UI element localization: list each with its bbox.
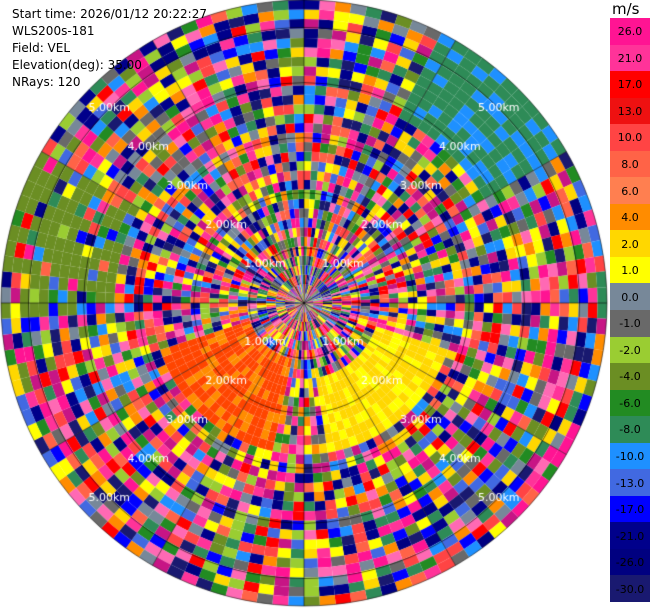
colorbar-tick-label: 13.0 <box>617 104 643 118</box>
colorbar-tick-label: -4.0 <box>619 370 641 384</box>
nrays: NRays: 120 <box>12 75 81 89</box>
colorbar-tick-label: 26.0 <box>617 25 643 39</box>
colorbar-tick-label: 8.0 <box>621 158 639 171</box>
colorbar-segment <box>610 363 650 391</box>
colorbar-segment <box>610 336 650 364</box>
colorbar-tick-label: 1.0 <box>621 264 639 278</box>
colorbar-tick-label: 10.0 <box>617 131 643 145</box>
colorbar-tick-label: 6.0 <box>621 184 639 198</box>
info-panel: Start time: 2026/01/12 20:22:27 WLS200s-… <box>12 6 207 91</box>
colorbar-segment <box>610 203 650 231</box>
colorbar-tick-label: -13.0 <box>615 476 645 490</box>
colorbar-segment <box>610 97 650 125</box>
colorbar-segment <box>610 416 650 444</box>
colorbar-tick-label: 0.0 <box>621 290 639 304</box>
field-name: Field: VEL <box>12 41 71 55</box>
colorbar-segment <box>610 575 650 603</box>
colorbar-segment <box>610 310 650 338</box>
colorbar-segment <box>610 150 650 178</box>
colorbar-tick-label: 4.0 <box>621 211 639 225</box>
colorbar-unit: m/s <box>612 0 640 18</box>
colorbar: 26.0 21.0 17.0 13.0 10.0 8.0 6.0 4.0 2.0 1.0 0.0 -1… <box>610 18 650 603</box>
ppi-plot <box>0 0 610 610</box>
colorbar-tick-label: 2.0 <box>621 237 639 251</box>
colorbar-segment <box>610 44 650 72</box>
colorbar-segment <box>610 177 650 205</box>
colorbar-segment <box>610 469 650 497</box>
colorbar-tick-label: -2.0 <box>619 343 641 357</box>
colorbar-segment <box>610 124 650 152</box>
start-time: Start time: 2026/01/12 20:22:27 <box>12 7 207 21</box>
colorbar-tick-label: -26.0 <box>615 556 645 570</box>
elevation: Elevation(deg): 35.00 <box>12 58 142 72</box>
colorbar-segment <box>610 548 650 576</box>
instrument-name: WLS200s-181 <box>12 24 95 38</box>
colorbar-tick-label: 17.0 <box>617 78 643 92</box>
colorbar-segment <box>610 18 650 46</box>
colorbar-segment <box>610 256 650 284</box>
colorbar-tick-label: -17.0 <box>615 503 645 517</box>
colorbar-tick-label: -21.0 <box>615 529 645 543</box>
colorbar-tick-label: -10.0 <box>615 450 645 463</box>
colorbar-segment <box>610 522 650 550</box>
colorbar-tick-label: 21.0 <box>617 51 643 65</box>
colorbar-segment <box>610 442 650 470</box>
colorbar-segment <box>610 389 650 417</box>
colorbar-tick-label: -30.0 <box>615 582 645 596</box>
colorbar-segment <box>610 230 650 258</box>
colorbar-tick-label: -8.0 <box>619 423 641 437</box>
colorbar-tick-label: -1.0 <box>619 317 641 331</box>
colorbar-segment <box>610 283 650 311</box>
colorbar-segment <box>610 71 650 99</box>
colorbar-tick-label: -6.0 <box>619 396 641 410</box>
colorbar-segment <box>610 495 650 523</box>
